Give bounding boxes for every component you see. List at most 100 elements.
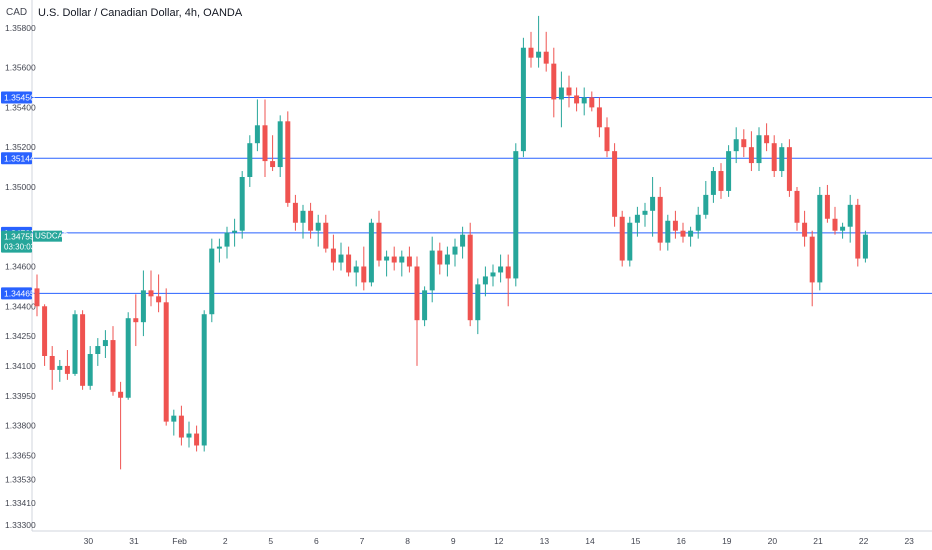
candle-body (72, 314, 78, 374)
y-tick-label: 1.34400 (5, 301, 36, 311)
candle-body (216, 246, 222, 249)
candle-body (338, 254, 344, 263)
candle-body (102, 340, 108, 347)
symbol-tag: USDCAD (35, 232, 69, 241)
candle-body (627, 222, 633, 261)
y-tick-label: 1.35000 (5, 182, 36, 192)
x-tick-label: 19 (722, 536, 732, 546)
candle-body (490, 272, 496, 277)
candle-body (505, 266, 511, 279)
candle-body (657, 196, 663, 243)
candle-body (832, 218, 838, 231)
candle-body (596, 107, 602, 128)
last-price-value: 1.34755 (4, 232, 35, 242)
candle-body (300, 210, 306, 223)
x-tick-label: 31 (129, 536, 139, 546)
symbol-tag-bg (33, 230, 62, 242)
x-tick-label: 30 (84, 536, 94, 546)
candle-body (178, 415, 184, 438)
candle-body (847, 204, 853, 227)
candle-body (771, 143, 777, 172)
candle-body (710, 171, 716, 195)
x-tick-label: 16 (676, 536, 686, 546)
last-price-bg (1, 230, 32, 253)
candle-body (703, 194, 709, 215)
candle-body (247, 143, 253, 177)
candle-body (209, 248, 215, 315)
candle-body (794, 190, 800, 223)
candle-body (406, 256, 412, 267)
candle-body (171, 415, 177, 422)
candle-body (376, 222, 382, 261)
candle-body (49, 355, 55, 370)
x-tick-label: 8 (405, 536, 410, 546)
candle-body (764, 135, 770, 144)
candle-body (353, 266, 359, 273)
candle-body (756, 135, 762, 164)
candle-body (688, 230, 694, 237)
time-axis[interactable]: 30 31 Feb 2 5 6 7 8 9 12 13 14 15 16 19 20 21 22 23 (84, 536, 915, 546)
candle-body (840, 226, 846, 231)
y-tick-label: 1.33950 (5, 391, 36, 401)
candle-body (452, 246, 458, 255)
candle-body (80, 314, 86, 386)
candle-body (224, 232, 230, 247)
x-tick-label: 23 (904, 536, 914, 546)
candle-body (862, 234, 868, 259)
candle-body (733, 139, 739, 152)
candle-body (285, 121, 291, 203)
y-tick-label: 1.35800 (5, 23, 36, 33)
candle-body (855, 204, 861, 259)
candle-body (361, 266, 367, 283)
y-tick-label: 1.33410 (5, 498, 36, 508)
candle-body (460, 234, 466, 247)
x-tick-label: 9 (451, 536, 456, 546)
candle-body (399, 256, 405, 263)
candle-body (444, 254, 450, 265)
candle-body (118, 391, 124, 398)
candle-body (87, 354, 93, 386)
candle-body (270, 161, 276, 168)
candle-body (42, 306, 48, 356)
candle-body (802, 222, 808, 237)
candle-body (558, 87, 564, 100)
candle-body (543, 51, 549, 64)
y-tick-label: 1.33650 (5, 450, 36, 460)
candle-body (156, 296, 162, 303)
level-label-bg (1, 152, 32, 165)
candle-body (528, 47, 534, 58)
candle-body (680, 230, 686, 237)
x-tick-label: 20 (768, 536, 778, 546)
x-tick-label: 21 (813, 536, 823, 546)
candle-body (57, 365, 63, 370)
price-axis[interactable]: 1.35800 1.35600 1.35400 1.35200 1.35000 1.346… (5, 23, 36, 530)
x-tick-label: 15 (631, 536, 641, 546)
candle-body (232, 230, 238, 233)
x-tick-label: 12 (494, 536, 504, 546)
candle-body (308, 210, 314, 231)
candle-body (422, 290, 428, 321)
candle-body (604, 127, 610, 152)
candle-body (163, 302, 169, 422)
y-tick-label: 1.33300 (5, 520, 36, 530)
y-tick-label: 1.35200 (5, 142, 36, 152)
candle-body (133, 318, 139, 323)
candle-body (384, 256, 390, 261)
candle-body (574, 95, 580, 104)
y-tick-label: 1.33530 (5, 474, 36, 484)
candle-body (429, 250, 435, 291)
candle-body (475, 284, 481, 321)
candle-body (589, 97, 595, 108)
candle-body (330, 248, 336, 263)
candle-body (718, 171, 724, 191)
y-tick-label: 1.35600 (5, 63, 36, 73)
candle-body (536, 51, 542, 58)
candle-body (140, 290, 146, 323)
candle-body (194, 433, 200, 446)
candle-body (277, 121, 283, 168)
candle-body (391, 256, 397, 263)
candle-body (695, 214, 701, 231)
